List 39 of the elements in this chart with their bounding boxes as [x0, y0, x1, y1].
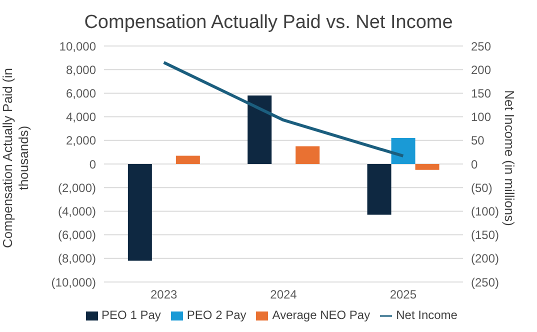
y-tick-label: 0 [89, 157, 96, 172]
y2-tick-label: 0 [471, 157, 478, 172]
y2-tick-label: 250 [471, 39, 492, 54]
y-tick-label: 6,000 [66, 86, 96, 100]
legend-label: PEO 2 Pay [186, 308, 246, 322]
y2-tick-label: (250) [471, 275, 500, 290]
legend-label: Net Income [396, 308, 458, 322]
y-tick-label: 4,000 [66, 110, 96, 124]
x-tick-label: 2023 [150, 288, 178, 302]
y-tick-label: 10,000 [59, 39, 96, 54]
y2-tick-label: 150 [471, 86, 492, 100]
y-tick-label: 8,000 [66, 62, 96, 77]
y-tick-label: (10,000) [51, 275, 96, 290]
y2-tick-label: (50) [471, 180, 492, 195]
y-axis-title: Compensation Actually Paid (in thousands) [0, 67, 32, 250]
y-tick-label: (8,000) [58, 252, 96, 266]
bar [296, 146, 320, 164]
bar [391, 138, 416, 164]
y2-tick-label: 200 [471, 62, 492, 77]
bar [176, 156, 200, 164]
x-tick-label: 2024 [270, 288, 298, 302]
bar [415, 164, 440, 170]
y2-tick-label: (100) [471, 204, 500, 218]
legend-label: PEO 1 Pay [102, 308, 161, 322]
y2-axis-title: Net Income (in millions) [501, 89, 517, 228]
y2-tick-label: (150) [471, 228, 500, 242]
bar [367, 164, 392, 215]
y-tick-label: (6,000) [58, 228, 96, 242]
x-tick-label: 2025 [390, 288, 417, 302]
y2-tick-label: (200) [471, 252, 500, 266]
bar [248, 96, 272, 164]
bar [128, 164, 152, 261]
y-tick-label: (2,000) [58, 180, 96, 195]
y-tick-label: 2,000 [66, 134, 96, 148]
y2-tick-label: 50 [471, 134, 485, 148]
chart-title: Compensation Actually Paid vs. Net Income [83, 12, 454, 34]
legend-label: Average NEO Pay [272, 308, 370, 322]
y-tick-label: (4,000) [58, 204, 96, 218]
y2-tick-label: 100 [471, 110, 492, 124]
